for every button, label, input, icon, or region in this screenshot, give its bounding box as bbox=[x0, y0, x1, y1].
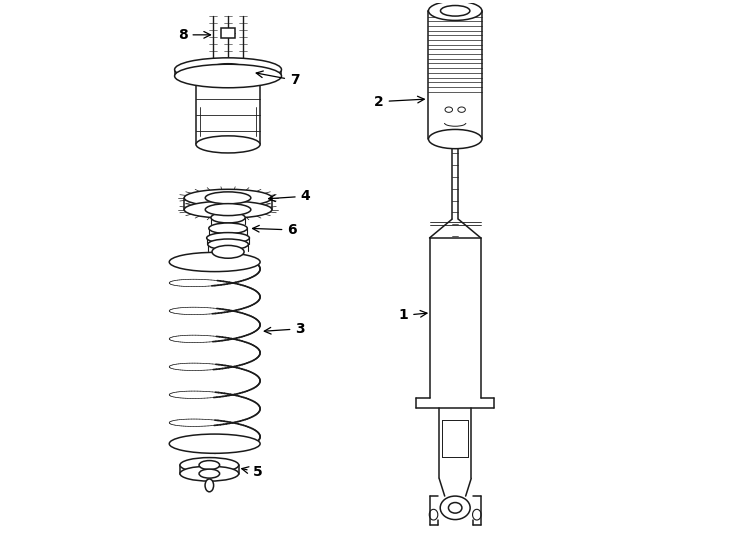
Ellipse shape bbox=[211, 212, 245, 223]
Text: 2: 2 bbox=[374, 94, 424, 109]
Ellipse shape bbox=[199, 469, 219, 478]
Ellipse shape bbox=[180, 457, 239, 472]
Ellipse shape bbox=[208, 223, 247, 234]
Text: 4: 4 bbox=[269, 189, 310, 203]
Ellipse shape bbox=[429, 1, 482, 21]
Ellipse shape bbox=[209, 64, 247, 76]
Ellipse shape bbox=[199, 461, 219, 470]
Ellipse shape bbox=[180, 466, 239, 481]
Text: 7: 7 bbox=[256, 71, 299, 87]
Ellipse shape bbox=[196, 136, 260, 153]
Ellipse shape bbox=[208, 239, 248, 249]
Text: 6: 6 bbox=[252, 223, 297, 237]
Ellipse shape bbox=[175, 58, 281, 82]
Text: 8: 8 bbox=[178, 28, 211, 42]
Ellipse shape bbox=[206, 204, 251, 215]
Ellipse shape bbox=[184, 190, 272, 206]
Ellipse shape bbox=[205, 479, 214, 492]
FancyBboxPatch shape bbox=[222, 28, 235, 37]
Text: 3: 3 bbox=[264, 322, 305, 336]
Ellipse shape bbox=[429, 130, 482, 148]
Text: 5: 5 bbox=[241, 465, 262, 479]
Ellipse shape bbox=[175, 64, 281, 88]
Ellipse shape bbox=[184, 201, 272, 218]
Ellipse shape bbox=[448, 503, 462, 513]
Ellipse shape bbox=[207, 233, 250, 244]
Ellipse shape bbox=[170, 434, 260, 453]
Ellipse shape bbox=[440, 496, 470, 519]
Ellipse shape bbox=[170, 252, 260, 272]
Ellipse shape bbox=[212, 245, 244, 258]
Text: 1: 1 bbox=[399, 308, 427, 322]
Ellipse shape bbox=[206, 192, 251, 204]
Ellipse shape bbox=[440, 5, 470, 16]
